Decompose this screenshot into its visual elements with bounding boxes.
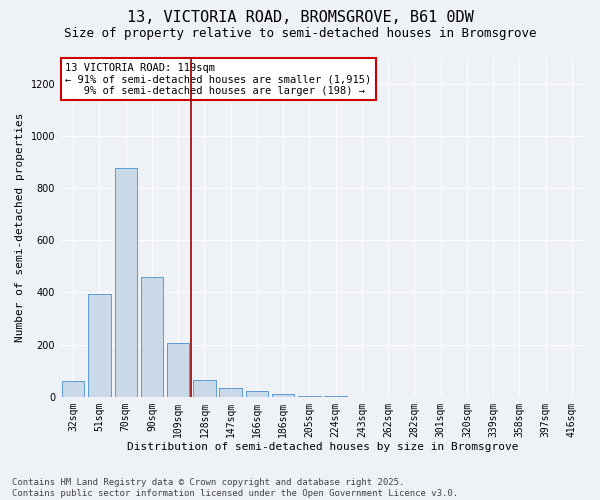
X-axis label: Distribution of semi-detached houses by size in Bromsgrove: Distribution of semi-detached houses by …	[127, 442, 518, 452]
Bar	[298, 396, 320, 397]
Bar	[193, 380, 215, 397]
Bar	[272, 394, 295, 397]
Text: Contains HM Land Registry data © Crown copyright and database right 2025.
Contai: Contains HM Land Registry data © Crown c…	[12, 478, 458, 498]
Bar	[141, 277, 163, 397]
Text: 13, VICTORIA ROAD, BROMSGROVE, B61 0DW: 13, VICTORIA ROAD, BROMSGROVE, B61 0DW	[127, 10, 473, 25]
Bar	[88, 294, 110, 397]
Bar	[62, 381, 85, 397]
Text: 13 VICTORIA ROAD: 119sqm
← 91% of semi-detached houses are smaller (1,915)
   9%: 13 VICTORIA ROAD: 119sqm ← 91% of semi-d…	[65, 62, 371, 96]
Y-axis label: Number of semi-detached properties: Number of semi-detached properties	[15, 112, 25, 342]
Bar	[246, 391, 268, 397]
Bar	[325, 396, 347, 397]
Bar	[220, 388, 242, 397]
Bar	[115, 168, 137, 397]
Text: Size of property relative to semi-detached houses in Bromsgrove: Size of property relative to semi-detach…	[64, 28, 536, 40]
Bar	[167, 344, 190, 397]
